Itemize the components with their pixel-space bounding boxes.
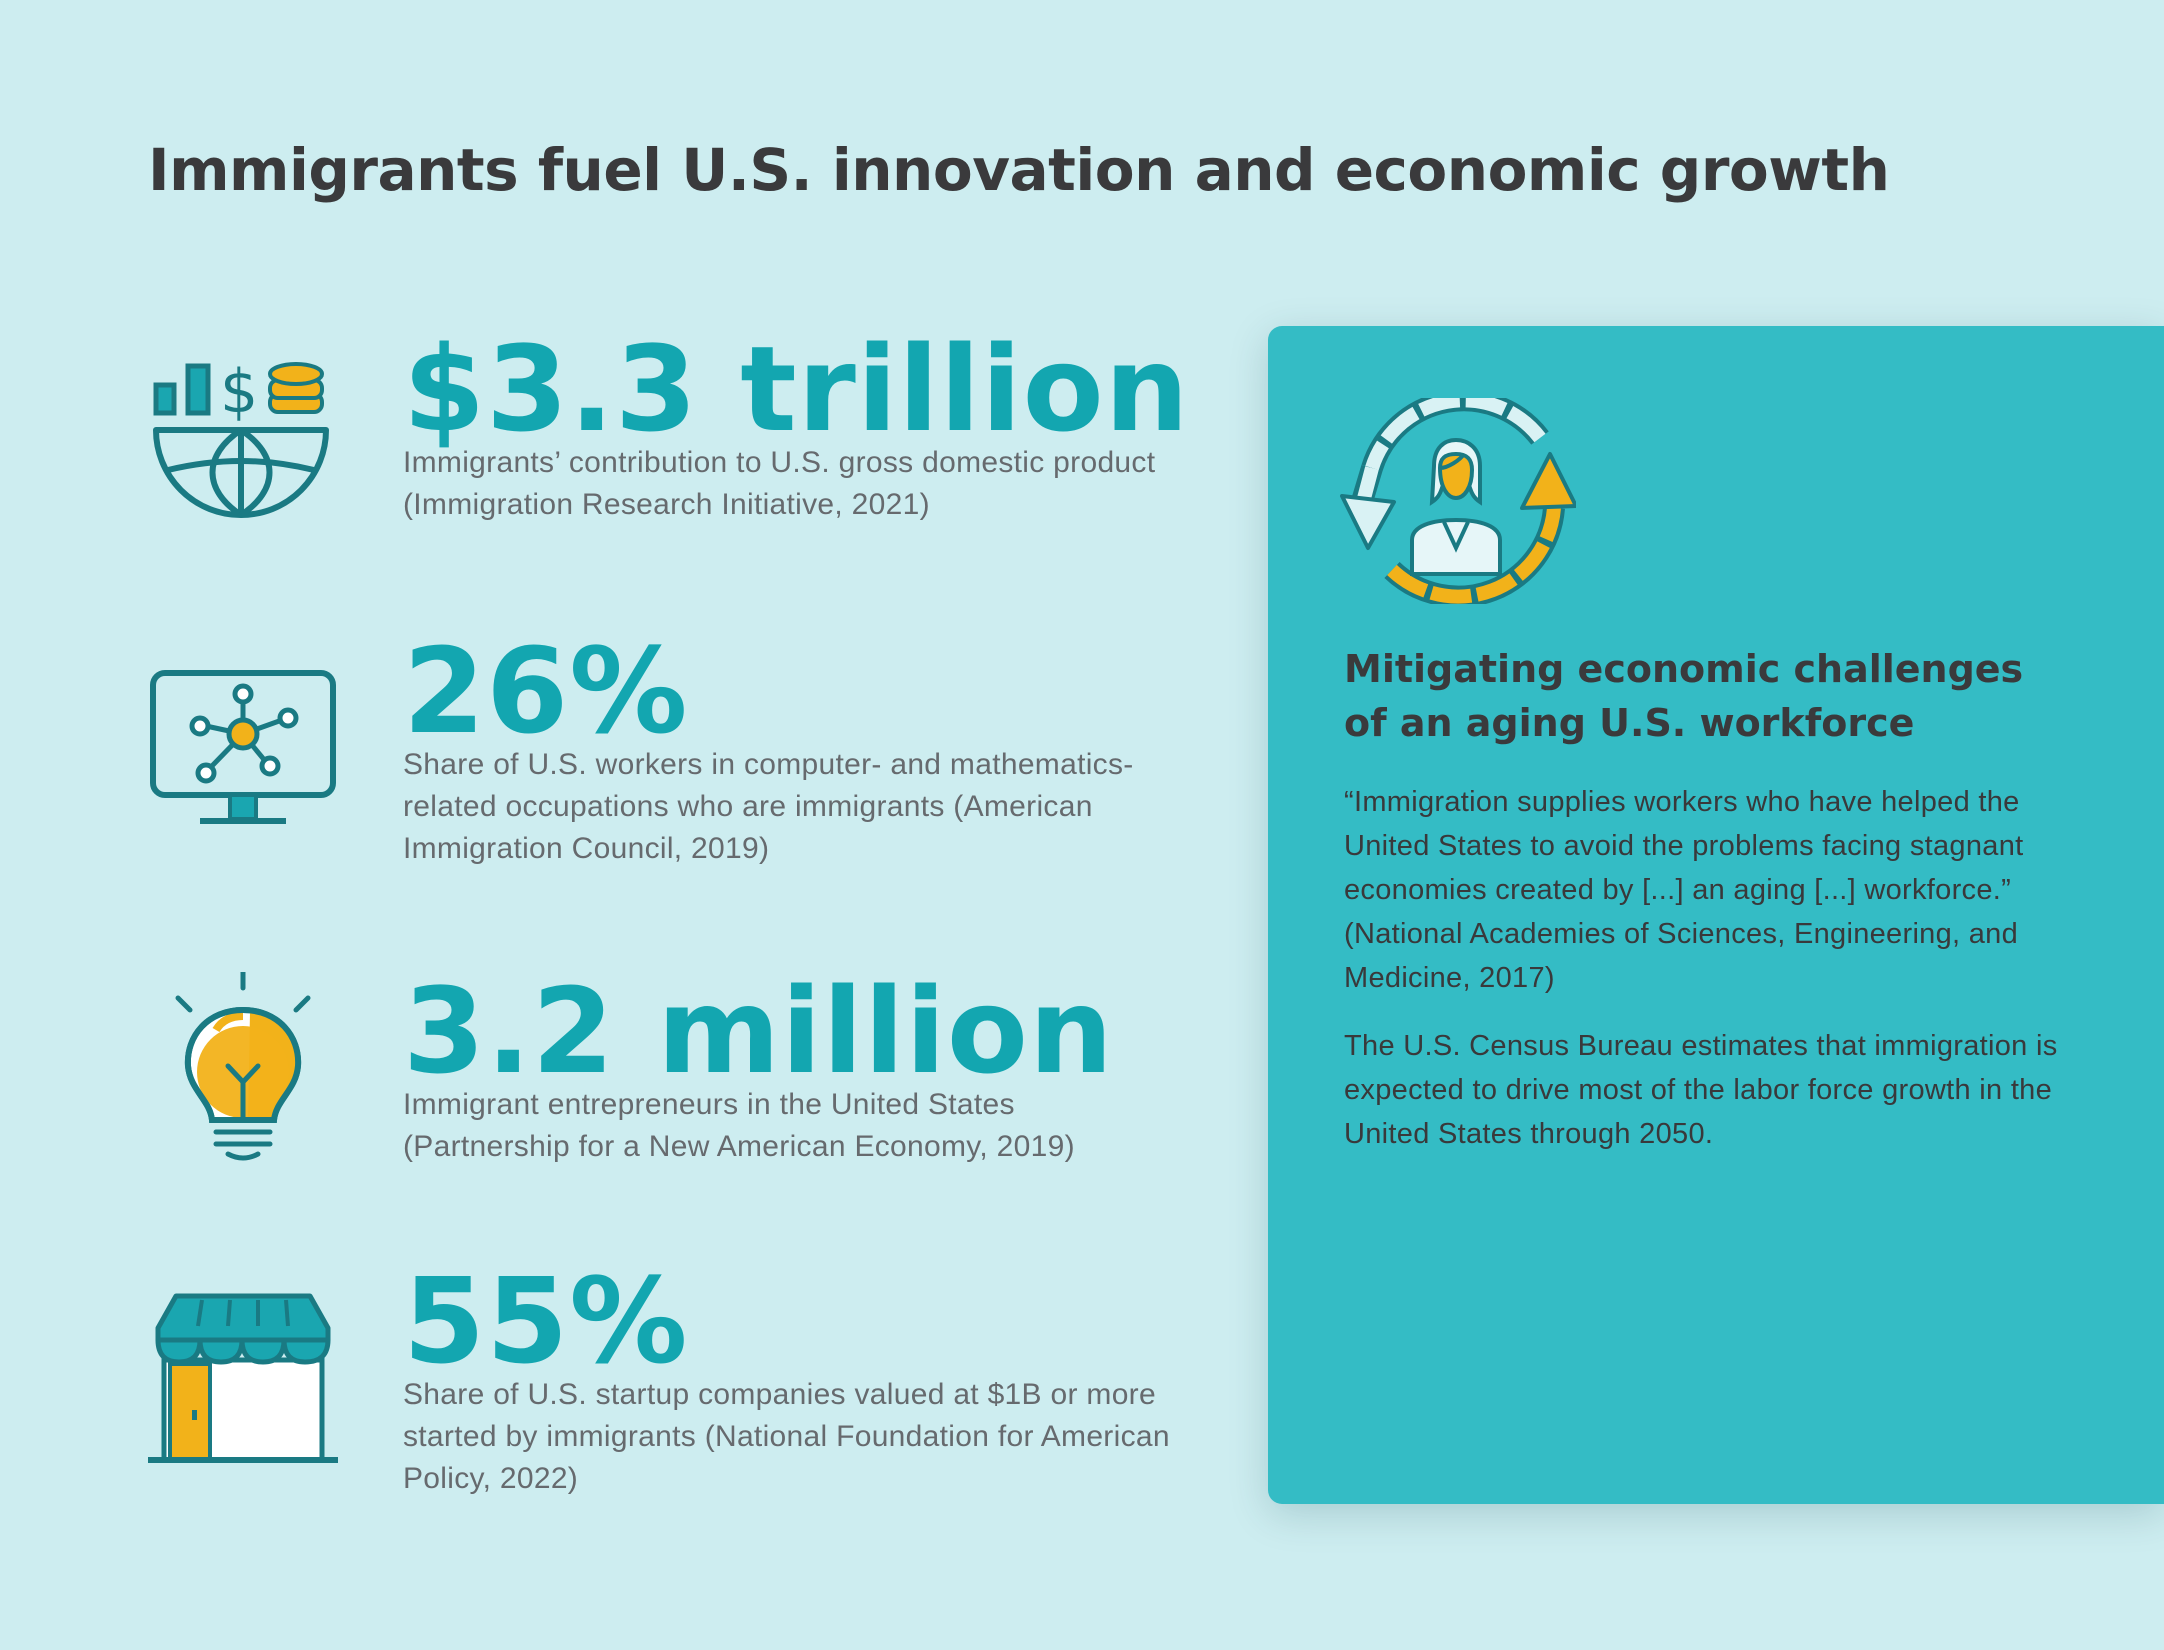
stat-description: Share of U.S. startup companies valued a… <box>403 1378 1170 1495</box>
aging-workforce-panel: Mitigating economic challenges of an agi… <box>1268 326 2164 1504</box>
stat-value: 26% <box>403 622 689 760</box>
worker-cycle-icon <box>1340 389 1578 608</box>
stat-description: Immigrants’ contribution to U.S. gross d… <box>403 446 1156 521</box>
panel-heading: Mitigating economic challenges of an agi… <box>1344 647 2024 745</box>
computer-network-icon <box>148 668 338 858</box>
stat-startups: 55% Share of U.S. startup companies valu… <box>148 1262 1238 1512</box>
svg-text:$: $ <box>220 357 258 427</box>
stat-value: $3.3 trillion <box>403 320 1190 458</box>
stat-value: 3.2 million <box>403 962 1114 1100</box>
stat-description: Share of U.S. workers in computer- and m… <box>403 748 1134 865</box>
stat-description: Immigrant entrepreneurs in the United St… <box>403 1088 1075 1163</box>
panel-quote: “Immigration supplies workers who have h… <box>1344 786 2024 994</box>
page-title: Immigrants fuel U.S. innovation and econ… <box>148 136 1890 204</box>
stat-value: 55% <box>403 1252 689 1390</box>
stat-gdp: $ $3.3 trillion Immigrants’ contribution… <box>148 330 1238 580</box>
storefront-icon <box>148 1292 338 1482</box>
panel-body: The U.S. Census Bureau estimates that im… <box>1344 1030 2058 1150</box>
lightbulb-icon <box>148 972 338 1162</box>
globe-chart-money-icon: $ <box>148 330 338 520</box>
stat-entrepreneurs: 3.2 million Immigrant entrepreneurs in t… <box>148 972 1238 1222</box>
stat-computer-workers: 26% Share of U.S. workers in computer- a… <box>148 632 1238 882</box>
